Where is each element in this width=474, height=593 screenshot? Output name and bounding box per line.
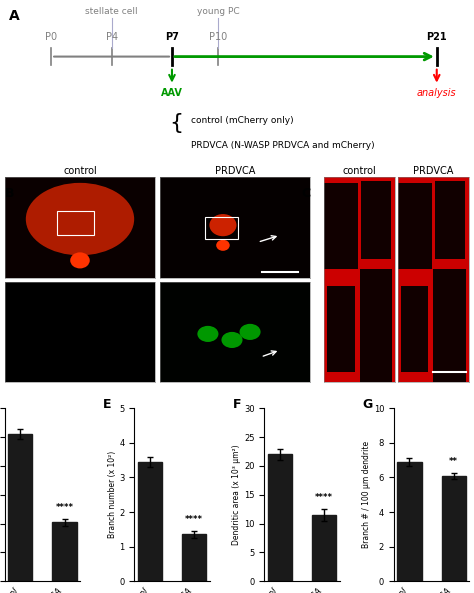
Text: G: G bbox=[362, 398, 373, 411]
Text: PRDVCA (N-WASP PRDVCA and mCherry): PRDVCA (N-WASP PRDVCA and mCherry) bbox=[191, 141, 374, 149]
Text: F: F bbox=[232, 398, 241, 411]
Text: **: ** bbox=[449, 457, 458, 466]
Y-axis label: Branch # / 100 μm dendrite: Branch # / 100 μm dendrite bbox=[362, 441, 371, 549]
Bar bbox=[268, 454, 292, 581]
Text: P7: P7 bbox=[165, 32, 179, 42]
Text: P10: P10 bbox=[210, 32, 228, 42]
Text: stellate cell: stellate cell bbox=[85, 7, 138, 17]
Text: ****: **** bbox=[185, 515, 203, 524]
Title: control: control bbox=[343, 166, 376, 176]
Ellipse shape bbox=[216, 240, 230, 251]
Y-axis label: mCherry: mCherry bbox=[0, 208, 2, 247]
Ellipse shape bbox=[239, 324, 261, 340]
Text: ****: **** bbox=[55, 503, 73, 512]
Ellipse shape bbox=[197, 326, 219, 342]
Y-axis label: Branch number (x 10²): Branch number (x 10²) bbox=[108, 451, 117, 538]
Title: control: control bbox=[63, 166, 97, 176]
Bar bbox=[182, 534, 206, 581]
Ellipse shape bbox=[210, 214, 237, 236]
Text: P4: P4 bbox=[106, 32, 118, 42]
Text: A: A bbox=[9, 9, 20, 23]
Y-axis label: Dendritic area (x 10³ μm²): Dendritic area (x 10³ μm²) bbox=[232, 444, 241, 545]
Bar bbox=[324, 183, 358, 269]
Ellipse shape bbox=[26, 183, 134, 256]
Bar bbox=[328, 286, 355, 372]
Ellipse shape bbox=[70, 253, 90, 269]
Ellipse shape bbox=[221, 332, 243, 348]
Bar bbox=[360, 269, 392, 382]
Text: {: { bbox=[170, 113, 184, 133]
Bar bbox=[8, 434, 33, 581]
Bar bbox=[361, 181, 391, 259]
Bar bbox=[57, 211, 93, 235]
Text: E: E bbox=[103, 398, 111, 411]
Text: analysis: analysis bbox=[417, 88, 456, 98]
Title: PRDVCA: PRDVCA bbox=[215, 166, 255, 176]
Text: ****: **** bbox=[315, 493, 333, 502]
Bar bbox=[312, 515, 336, 581]
Text: P21: P21 bbox=[427, 32, 447, 42]
Title: PRDVCA: PRDVCA bbox=[413, 166, 454, 176]
Text: young PC: young PC bbox=[197, 7, 240, 17]
Text: C: C bbox=[301, 187, 310, 200]
Bar bbox=[441, 476, 466, 581]
Text: B: B bbox=[5, 187, 14, 200]
Bar bbox=[53, 522, 77, 581]
Text: control (mCherry only): control (mCherry only) bbox=[191, 116, 293, 125]
Bar bbox=[397, 462, 421, 581]
Bar bbox=[138, 462, 162, 581]
Text: AAV: AAV bbox=[161, 88, 183, 98]
Text: P0: P0 bbox=[45, 32, 57, 42]
Y-axis label: HA: HA bbox=[0, 326, 2, 339]
Y-axis label: mCherry: mCherry bbox=[312, 260, 321, 299]
